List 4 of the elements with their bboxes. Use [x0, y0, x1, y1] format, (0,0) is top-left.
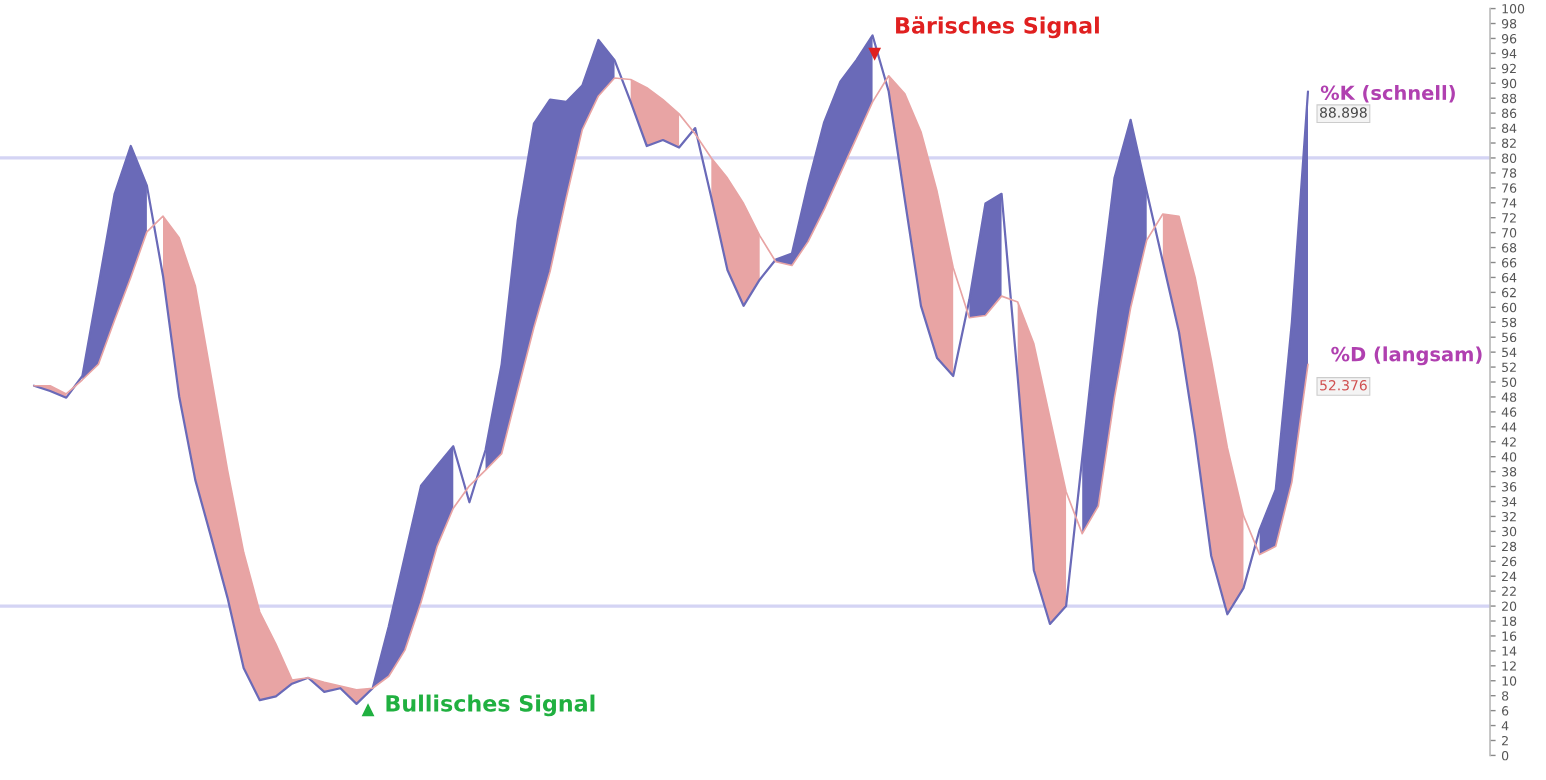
annotation: Bullisches Signal	[386, 694, 595, 717]
series-label: %K (schnell)	[1320, 85, 1455, 103]
annotation: Bärisches Signal	[896, 16, 1099, 39]
series-label: %D (langsam)	[1331, 346, 1482, 366]
